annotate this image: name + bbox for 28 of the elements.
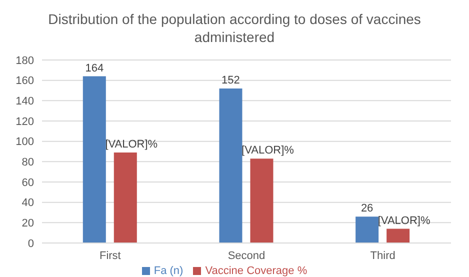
y-tick-label: 140 (16, 96, 34, 108)
y-tick-label: 100 (16, 136, 34, 148)
bar (356, 216, 379, 243)
y-tick-label: 40 (22, 197, 34, 210)
data-label: 26 (360, 202, 374, 215)
x-tick-label: Third (370, 250, 396, 262)
y-tick-label: 180 (16, 54, 34, 67)
y-tick-label: 80 (22, 156, 34, 169)
x-tick-label: First (99, 250, 121, 262)
bar (386, 228, 410, 243)
bar (114, 152, 137, 243)
y-tick-label: 160 (16, 75, 34, 88)
bar (250, 158, 274, 243)
bar (82, 76, 106, 243)
x-tick-label: Second (228, 250, 266, 262)
legend-label: Fa (n) (154, 265, 184, 277)
bar (219, 88, 242, 243)
data-label: [VALOR]% (242, 144, 294, 157)
data-label: [VALOR]% (105, 138, 158, 151)
data-label: 164 (85, 62, 104, 74)
data-label: 152 (222, 74, 240, 86)
y-tick-label: 0 (28, 238, 34, 250)
legend-label: Vaccine Coverage % (205, 265, 308, 277)
y-tick-label: 60 (22, 176, 34, 189)
chart-title: Distribution of the population according to doses of vaccines administered (47, 10, 422, 46)
y-tick-label: 120 (16, 116, 34, 128)
y-tick-label: 20 (22, 218, 34, 230)
data-label: [VALOR]% (378, 214, 430, 227)
